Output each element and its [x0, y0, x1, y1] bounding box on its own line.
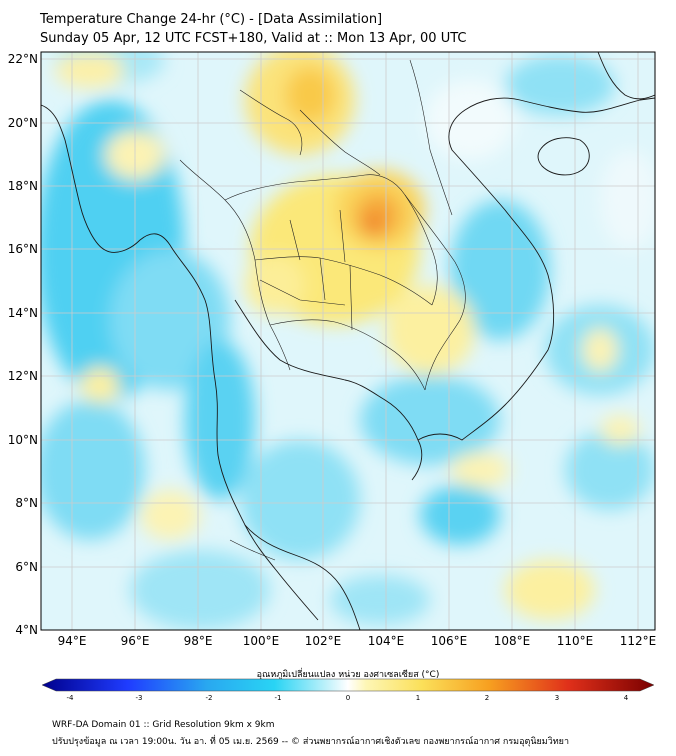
colorbar-tick: 4 — [624, 694, 629, 702]
lon-label: 94°E — [58, 634, 87, 648]
lon-label: 108°E — [494, 634, 531, 648]
colorbar: อุณหภูมิเปลี่ยนแปลง หน่วย องศาเซลเซียส (… — [41, 667, 655, 702]
colorbar-tick: -2 — [206, 694, 213, 702]
colorbar-ramp — [41, 678, 655, 692]
lat-label: 12°N — [8, 369, 38, 383]
lon-label: 110°E — [557, 634, 594, 648]
lat-label: 6°N — [15, 560, 38, 574]
lat-label: 14°N — [8, 306, 38, 320]
colorbar-tick: 2 — [485, 694, 489, 702]
footer-resolution: WRF-DA Domain 01 :: Grid Resolution 9km … — [52, 720, 275, 730]
lat-label: 16°N — [8, 242, 38, 256]
admin-borders — [179, 59, 466, 561]
colorbar-tick: -1 — [275, 694, 282, 702]
temperature-field — [41, 52, 655, 630]
map-frame — [40, 51, 656, 631]
lat-label: 4°N — [15, 623, 38, 637]
graticule — [41, 52, 655, 630]
lon-label: 106°E — [431, 634, 468, 648]
lat-label: 18°N — [8, 179, 38, 193]
colorbar-label: อุณหภูมิเปลี่ยนแปลง หน่วย องศาเซลเซียส (… — [257, 667, 440, 680]
map-subtitle: Sunday 05 Apr, 12 UTC FCST+180, Valid at… — [40, 31, 467, 46]
colorbar-tick: 3 — [555, 694, 559, 702]
latitude-labels: 22°N 20°N 18°N 16°N 14°N 12°N 10°N 8°N 6… — [8, 52, 38, 637]
map-title: Temperature Change 24-hr (°C) - [Data As… — [40, 12, 383, 27]
lon-label: 112°E — [620, 634, 657, 648]
colorbar-tick: 0 — [346, 694, 350, 702]
lat-label: 8°N — [15, 496, 38, 510]
lon-label: 100°E — [243, 634, 280, 648]
lon-label: 104°E — [368, 634, 405, 648]
colorbar-tick: -4 — [67, 694, 75, 702]
footer-credit: ปรับปรุงข้อมูล ณ เวลา 19:00น. วัน อา. ที… — [52, 737, 570, 747]
lat-label: 10°N — [8, 433, 38, 447]
lat-label: 22°N — [8, 52, 38, 66]
coastline — [41, 52, 655, 630]
lon-label: 96°E — [121, 634, 150, 648]
lon-label: 98°E — [184, 634, 213, 648]
colorbar-tick: -3 — [136, 694, 143, 702]
longitude-labels: 94°E 96°E 98°E 100°E 102°E 104°E 106°E 1… — [58, 634, 657, 648]
lon-label: 102°E — [305, 634, 342, 648]
colorbar-tick: 1 — [416, 694, 420, 702]
lat-label: 20°N — [8, 116, 38, 130]
